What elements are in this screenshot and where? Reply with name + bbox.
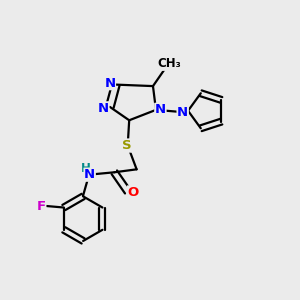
Text: F: F [37,200,46,212]
Text: N: N [84,168,95,181]
Text: N: N [155,103,166,116]
Text: N: N [104,76,116,90]
Text: O: O [128,186,139,199]
Text: CH₃: CH₃ [158,57,181,70]
Text: N: N [98,102,109,115]
Text: S: S [122,139,132,152]
Text: N: N [177,106,188,119]
Text: H: H [81,162,91,175]
